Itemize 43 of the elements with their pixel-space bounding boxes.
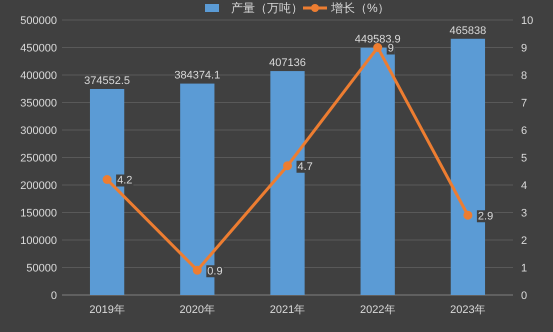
y-tick-label: 400000 [20, 70, 57, 82]
y-tick-label: 250000 [20, 152, 57, 164]
data-label: 465838 [450, 24, 486, 37]
y-tick-label: 300000 [20, 125, 57, 137]
data-label: 4.7 [298, 160, 313, 173]
x-tick-label: 2021年 [270, 304, 306, 316]
x-tick-label: 2023年 [450, 304, 486, 316]
y2-tick-label: 4 [521, 180, 528, 192]
point [373, 43, 382, 52]
data-label: 374552.5 [84, 74, 130, 87]
data-label: 0.9 [207, 265, 223, 278]
y-tick-label: 100000 [20, 235, 57, 247]
legend-label: 增长（%） [330, 1, 390, 15]
x-tick-label: 2020年 [180, 304, 216, 316]
y-tick-label: 500000 [20, 15, 57, 27]
point [463, 210, 472, 220]
y-tick-label: 200000 [20, 180, 57, 192]
y-tick-label: 350000 [20, 98, 57, 110]
y-tick-label: 150000 [20, 208, 57, 220]
y2-tick-label: 8 [521, 70, 528, 82]
y2-tick-label: 3 [521, 208, 528, 220]
point [102, 175, 112, 184]
data-label: 384374.1 [174, 70, 220, 82]
data-label: 4.2 [117, 174, 132, 186]
y2-tick-label: 7 [521, 98, 528, 110]
data-label: 9 [388, 42, 394, 54]
point [192, 266, 202, 275]
y2-tick-label: 6 [521, 125, 528, 137]
point [283, 161, 292, 170]
y2-tick-label: 0 [521, 290, 528, 302]
x-tick-label: 2019年 [89, 304, 125, 316]
data-label: 2.9 [478, 210, 494, 222]
x-tick-label: 2022年 [360, 304, 396, 316]
legend-label: 产量（万吨） [231, 1, 303, 15]
y-tick-label: 0 [50, 290, 57, 302]
y2-tick-label: 5 [521, 152, 528, 164]
y2-tick-label: 1 [521, 262, 528, 274]
y2-tick-label: 9 [521, 42, 528, 54]
data-label: 407136 [269, 57, 306, 70]
y2-tick-label: 2 [521, 235, 528, 247]
y2-tick-label: 10 [521, 15, 534, 27]
y-tick-label: 450000 [20, 42, 57, 54]
y-tick-label: 50000 [26, 262, 57, 274]
